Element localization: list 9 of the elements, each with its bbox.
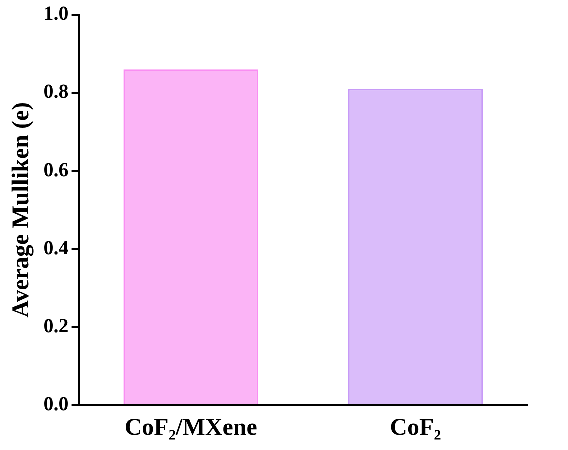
y-tick-label: 0.2 [44, 315, 69, 338]
x-tick-label: CoF₂/MXene [124, 414, 258, 441]
y-tick-label: 0.8 [44, 81, 69, 104]
y-tick-label: 0.4 [44, 237, 69, 260]
x-tick-label: CoF₂ [390, 414, 442, 441]
y-tick-label: 0.0 [44, 393, 69, 416]
y-tick-label: 1.0 [44, 3, 69, 26]
y-axis-title: Average Mulliken (e) [8, 102, 35, 318]
y-tick-label: 0.6 [44, 159, 69, 182]
